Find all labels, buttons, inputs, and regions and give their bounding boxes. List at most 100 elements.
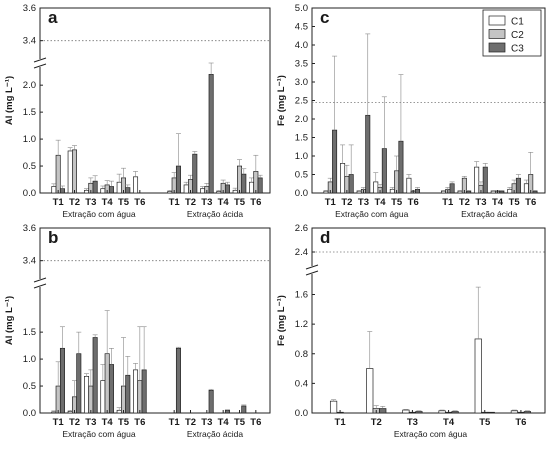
y-axis-title: Fe (mg L⁻¹) xyxy=(276,295,287,346)
y-tick-label: 1.5 xyxy=(295,133,308,144)
axis-break-gap xyxy=(306,266,318,274)
x-tick-label: T6 xyxy=(134,417,145,428)
bar-c3 xyxy=(415,411,423,414)
bar-c3 xyxy=(482,166,488,194)
legend-label: C2 xyxy=(511,30,524,41)
group-label: Extração ácida xyxy=(187,429,243,439)
bar-c1 xyxy=(389,188,395,194)
x-tick-label: T1 xyxy=(335,417,347,428)
y-tick-label: 2.5 xyxy=(295,96,308,107)
y-tick-label: 1.6 xyxy=(295,290,308,301)
bar-c2 xyxy=(137,380,143,414)
bar-c3 xyxy=(379,408,387,414)
bar-c1 xyxy=(373,181,379,194)
bar-c3 xyxy=(532,190,538,194)
x-tick-label: T1 xyxy=(169,417,181,428)
y-tick-label: 0.5 xyxy=(23,161,36,172)
x-tick-label: T6 xyxy=(134,197,145,208)
bar-c3 xyxy=(108,186,114,194)
bar-c1 xyxy=(133,369,139,414)
bar-c1 xyxy=(183,184,189,194)
bar-c3 xyxy=(466,190,472,194)
y-tick-label: 0.0 xyxy=(295,188,308,199)
bar-c3 xyxy=(449,183,455,194)
group-label: Extração com água xyxy=(335,209,409,219)
bar-c3 xyxy=(59,188,65,194)
x-tick-label: T4 xyxy=(218,197,230,208)
bar-c3 xyxy=(192,153,198,194)
panel-letter: a xyxy=(48,8,58,27)
bar-c3 xyxy=(59,347,65,414)
bar-c1 xyxy=(402,409,410,414)
bar-c2 xyxy=(55,154,61,194)
y-tick-label: 3.4 xyxy=(23,36,36,47)
x-tick-label: T6 xyxy=(250,197,261,208)
bar-c3 xyxy=(92,180,98,194)
y-tick-label: 3.6 xyxy=(23,223,36,234)
x-tick-label: T6 xyxy=(515,417,526,428)
bar-c3 xyxy=(125,374,131,414)
y-tick-label: 3.6 xyxy=(23,3,36,14)
x-tick-label: T3 xyxy=(407,417,418,428)
bar-c3 xyxy=(487,411,495,414)
bar-c1 xyxy=(67,411,73,414)
x-tick-label: T1 xyxy=(325,197,337,208)
group-label: Extração com água xyxy=(394,429,468,439)
bar-c3 xyxy=(241,173,247,194)
group-label: Extração com água xyxy=(62,209,136,219)
axis-break-mark xyxy=(33,57,47,63)
bar-c2 xyxy=(88,385,94,414)
x-tick-label: T5 xyxy=(391,197,403,208)
panel-b: b 0.0 0.5 1.0 1.5 3.4 3.6 Al (mg L⁻¹) T1 T2 T3 T4 T5… xyxy=(4,223,271,439)
bar-c1 xyxy=(490,190,496,194)
bar-c3 xyxy=(257,177,263,194)
plot-frame xyxy=(39,227,271,414)
y-tick-label: 2.0 xyxy=(23,80,36,91)
x-tick-label: T3 xyxy=(201,197,212,208)
axis-break-mark xyxy=(33,63,47,69)
bar-c1 xyxy=(323,190,329,194)
group-label: Extração ácida xyxy=(187,209,243,219)
panel-d: d 0.0 0.4 0.8 1.2 1.6 2.4 2.6 Fe (mg L⁻¹) T1 T2 T3 T… xyxy=(276,223,546,439)
bar-c1 xyxy=(232,189,238,194)
bar-c1 xyxy=(474,166,480,194)
legend-swatch-c2 xyxy=(488,29,506,39)
y-tick-label: 0.4 xyxy=(295,378,308,389)
y-tick-label: 3.0 xyxy=(295,77,308,88)
bar-c3 xyxy=(208,74,214,194)
y-axis-title: Al (mg L⁻¹) xyxy=(4,76,15,125)
panel-a: a 0.0 0.5 1.0 1.5 2.0 3.4 3.6 Al (mg L⁻¹) T1 T2 T3 T… xyxy=(4,3,271,219)
bar-c3 xyxy=(241,405,247,414)
bar-c1 xyxy=(84,375,90,414)
bar-c1 xyxy=(67,150,73,194)
x-tick-label: T5 xyxy=(118,417,130,428)
bar-c1 xyxy=(356,190,362,194)
panel-letter: b xyxy=(48,228,58,247)
x-tick-label: T2 xyxy=(371,417,382,428)
x-tick-label: T3 xyxy=(475,197,486,208)
bar-c3 xyxy=(224,409,230,414)
bar-c3 xyxy=(398,140,404,194)
bar-c1 xyxy=(438,410,446,414)
y-tick-label: 4.0 xyxy=(295,40,308,51)
bar-c3 xyxy=(415,188,421,194)
x-tick-label: T3 xyxy=(85,417,96,428)
bar-c2 xyxy=(253,171,259,194)
bar-c3 xyxy=(348,174,354,194)
x-tick-label: T4 xyxy=(102,197,114,208)
x-tick-label: T1 xyxy=(442,197,454,208)
legend-swatch-c1 xyxy=(488,15,506,26)
bar-c1 xyxy=(457,190,463,194)
x-tick-label: T1 xyxy=(169,197,181,208)
x-tick-label: T5 xyxy=(479,417,491,428)
x-tick-label: T3 xyxy=(201,417,212,428)
bar-c1 xyxy=(51,186,57,194)
panel-letter: c xyxy=(320,8,329,27)
axis-break-gap xyxy=(34,59,46,67)
bar-c2 xyxy=(71,149,77,194)
bar-c3 xyxy=(125,187,131,194)
group-label: Extração ácida xyxy=(461,209,517,219)
x-tick-label: T5 xyxy=(234,417,246,428)
